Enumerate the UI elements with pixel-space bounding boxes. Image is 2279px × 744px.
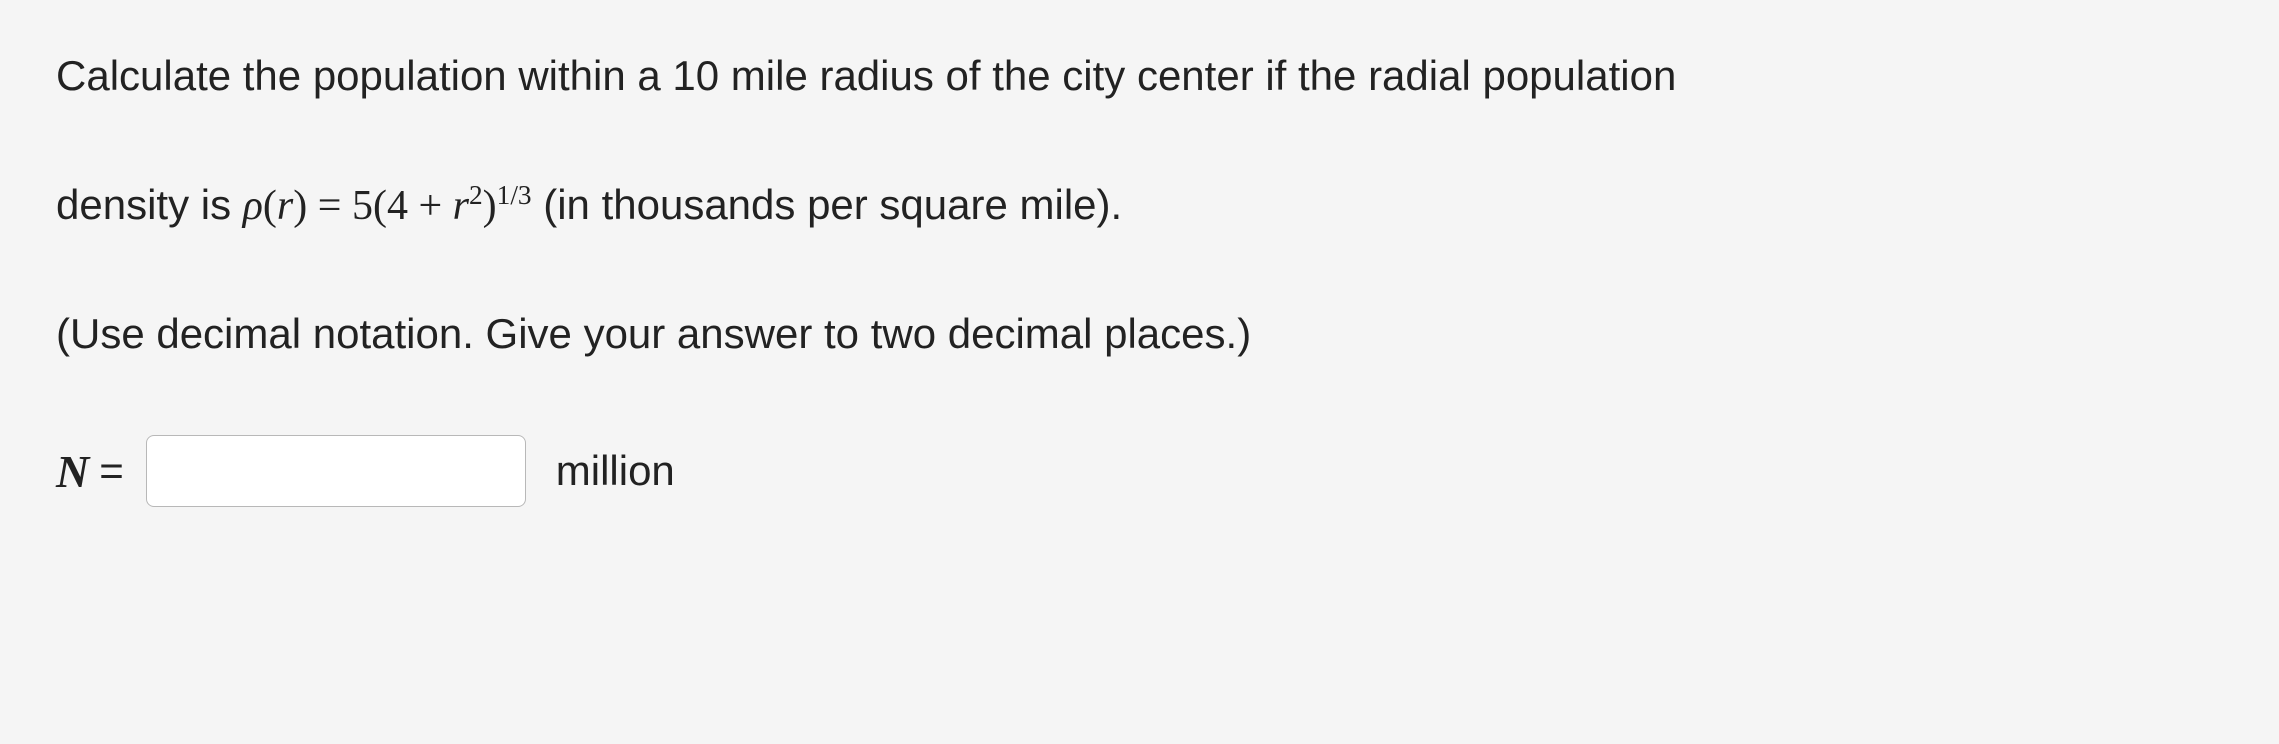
text-segment: (Use decimal notation. Give your answer … <box>56 310 1251 357</box>
arg-r: r <box>277 183 293 229</box>
text-segment: Calculate the population within a 10 mil… <box>56 52 1676 99</box>
equals-sign: = <box>318 183 342 229</box>
close-paren: ) <box>293 183 307 229</box>
outer-exponent: 1/3 <box>497 180 532 210</box>
r-exponent: 2 <box>469 180 483 210</box>
answer-variable: N <box>56 445 89 498</box>
answer-input[interactable] <box>146 435 526 507</box>
plus-sign: + <box>418 183 442 229</box>
question-text-line-2: density is ρ(r) = 5(4 + r2)1/3 (in thous… <box>56 177 2223 235</box>
formula: ρ(r) = 5(4 + r2)1/3 <box>243 183 532 229</box>
answer-row: N = million <box>56 435 2223 507</box>
var-r: r <box>453 183 469 229</box>
open-paren-2: ( <box>373 183 387 229</box>
rho-symbol: ρ <box>243 183 263 229</box>
text-segment: (in thousands per square mile). <box>532 181 1123 228</box>
const-a: 4 <box>387 183 408 229</box>
text-segment: density is <box>56 181 243 228</box>
coeff: 5 <box>352 183 373 229</box>
question-text-line-3: (Use decimal notation. Give your answer … <box>56 306 2223 363</box>
answer-equals: = <box>99 447 124 495</box>
open-paren: ( <box>263 183 277 229</box>
answer-unit: million <box>556 447 675 495</box>
question-text-line-1: Calculate the population within a 10 mil… <box>56 48 2223 105</box>
close-paren-2: ) <box>483 183 497 229</box>
question-container: Calculate the population within a 10 mil… <box>0 0 2279 744</box>
